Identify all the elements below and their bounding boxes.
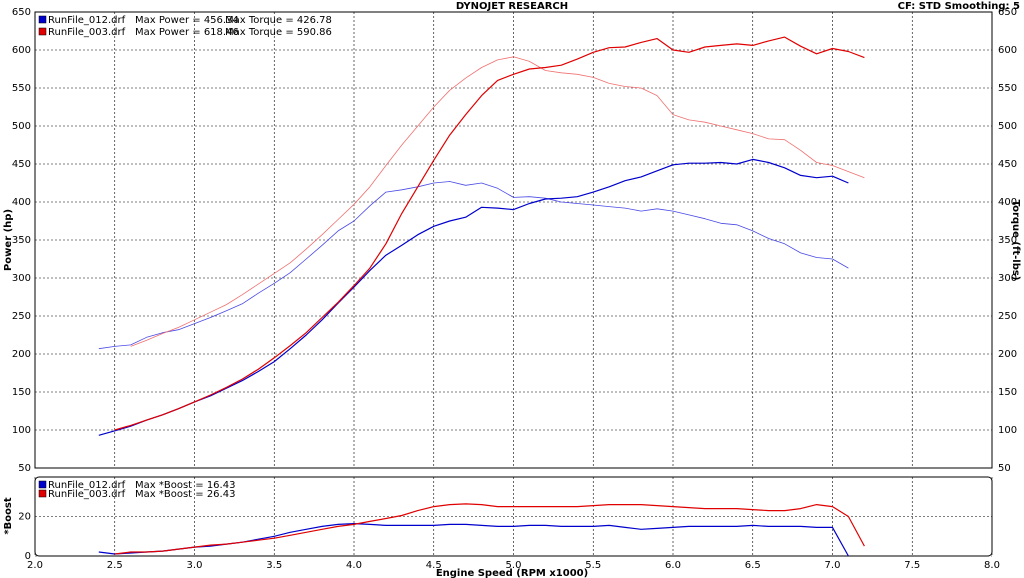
y-tick-label: 300 (12, 273, 31, 284)
y2-tick-label: 400 (998, 197, 1017, 208)
y-tick-label: 100 (12, 425, 31, 436)
x-axis-label: Engine Speed (RPM x1000) (436, 568, 588, 578)
y-tick-label: 150 (12, 387, 31, 398)
x-tick-label: 2.0 (27, 560, 43, 571)
y2-tick-label: 200 (998, 349, 1017, 360)
boost-line (114, 503, 865, 555)
x-tick-label: 5.5 (585, 560, 601, 571)
x-tick-label: 7.5 (904, 560, 920, 571)
x-tick-label: 3.5 (266, 560, 282, 571)
torque-line (130, 56, 865, 347)
y2-axis-label: Torque (ft-lbs) (1010, 200, 1021, 281)
legend-max-power: Max Power = 618.46 (135, 27, 239, 38)
y-tick-label: 550 (12, 83, 31, 94)
x-tick-label: 8.0 (984, 560, 1000, 571)
y-tick-label: 250 (12, 311, 31, 322)
legend-name: RunFile_012.drf (48, 480, 126, 491)
x-tick-label: 5.0 (506, 560, 522, 571)
y2-tick-label: 50 (998, 463, 1011, 474)
legend-max-torque: Max Torque = 426.78 (225, 15, 332, 26)
y-tick-label: 400 (12, 197, 31, 208)
x-tick-label: 3.0 (187, 560, 203, 571)
legend-name: RunFile_003.drf (48, 489, 126, 500)
y-tick-label: 600 (12, 45, 31, 56)
y-tick-label: 200 (12, 349, 31, 360)
x-tick-label: 6.0 (665, 560, 681, 571)
y2-tick-label: 250 (998, 311, 1017, 322)
legend-swatch (38, 27, 47, 36)
legend-max-boost: Max *Boost = 26.43 (135, 489, 235, 500)
y-tick-label: 650 (12, 7, 31, 18)
legend-swatch (38, 15, 47, 24)
legend-max-torque: Max Torque = 590.86 (225, 27, 332, 38)
y2-tick-label: 350 (998, 235, 1017, 246)
x-tick-label: 4.5 (426, 560, 442, 571)
y-tick-label: 500 (12, 121, 31, 132)
torque-line (98, 181, 849, 350)
y-axis-label: Power (hp) (3, 209, 14, 271)
legend-name: RunFile_003.drf (48, 27, 126, 38)
chart-subtitle: CF: STD Smoothing: 5 (898, 1, 1020, 12)
y-tick-label: 350 (12, 235, 31, 246)
legend-swatch (38, 480, 47, 489)
y2-tick-label: 450 (998, 159, 1017, 170)
x-tick-label: 6.5 (745, 560, 761, 571)
x-tick-label: 2.5 (107, 560, 123, 571)
x-tick-label: 7.0 (825, 560, 841, 571)
chart-title: DYNOJET RESEARCH (456, 1, 568, 12)
x-tick-label: 4.0 (346, 560, 362, 571)
power-line (114, 36, 865, 431)
y2-tick-label: 300 (998, 273, 1017, 284)
y-tick-label: 0 (25, 551, 31, 562)
legend-max-power: Max Power = 456.34 (135, 15, 239, 26)
y2-tick-label: 100 (998, 425, 1017, 436)
power-line (98, 158, 849, 436)
y-tick-label: 50 (18, 463, 31, 474)
y-tick-label: 450 (12, 159, 31, 170)
y2-tick-label: 150 (998, 387, 1017, 398)
legend-name: RunFile_012.drf (48, 15, 126, 26)
y2-tick-label: 600 (998, 45, 1017, 56)
legend-swatch (38, 489, 47, 498)
y2-tick-label: 500 (998, 121, 1017, 132)
y-tick-label: 20 (18, 512, 31, 523)
y2-tick-label: 650 (998, 7, 1017, 18)
boost-axis-label: *Boost (3, 497, 14, 535)
y2-tick-label: 550 (998, 83, 1017, 94)
legend-max-boost: Max *Boost = 16.43 (135, 480, 235, 491)
